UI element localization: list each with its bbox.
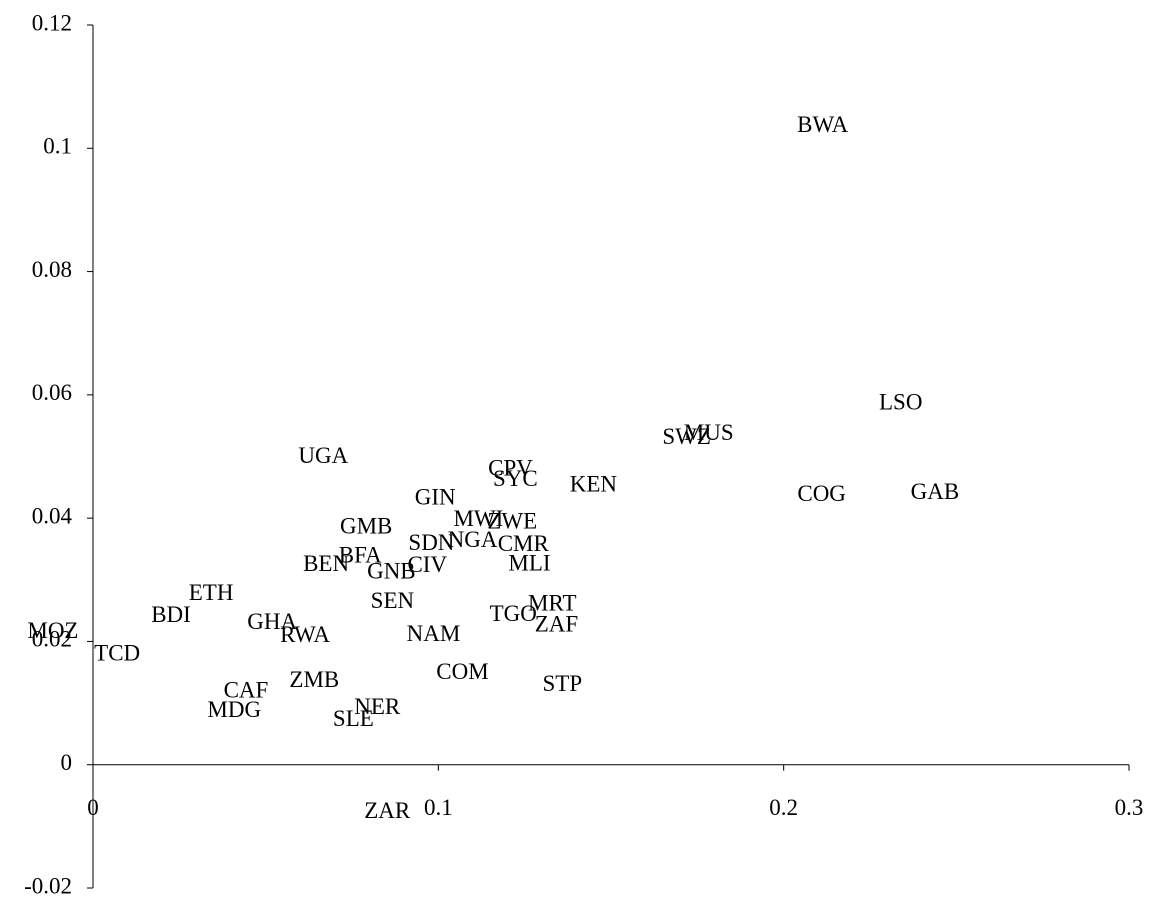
- point-label: MOZ: [27, 618, 78, 643]
- point-label: SWZ: [662, 424, 711, 449]
- point-label: SEN: [371, 588, 415, 613]
- point-label: CIV: [407, 552, 447, 577]
- y-tick-label: -0.02: [24, 873, 72, 898]
- point-label: NGA: [448, 527, 498, 552]
- point-label: MRT: [528, 590, 576, 615]
- point-label: CPV: [488, 455, 533, 480]
- point-label: STP: [542, 671, 582, 696]
- point-label: GIN: [415, 484, 456, 509]
- point-label: COG: [797, 481, 846, 506]
- point-label: CAF: [224, 677, 269, 702]
- point-label: UGA: [298, 443, 348, 468]
- point-label: COM: [436, 659, 488, 684]
- x-tick-label: 0.3: [1115, 795, 1144, 820]
- y-tick-label: 0.04: [32, 503, 73, 528]
- x-tick-label: 0.1: [424, 795, 453, 820]
- y-tick-label: 0.1: [43, 134, 72, 159]
- point-label: NER: [354, 694, 401, 719]
- point-label: GHA: [247, 609, 297, 634]
- point-label: ZMB: [289, 667, 339, 692]
- point-label: CMR: [498, 531, 550, 556]
- point-label: SYC: [493, 466, 538, 491]
- point-label: TCD: [94, 640, 140, 665]
- point-label: BEN: [303, 551, 349, 576]
- point-label: GMB: [340, 513, 392, 538]
- y-tick-label: 0.12: [32, 10, 72, 35]
- point-label: MLI: [508, 550, 550, 575]
- point-label: BDI: [151, 602, 191, 627]
- point-label: MWI: [453, 506, 503, 531]
- point-label: BWA: [797, 112, 849, 137]
- point-label: MDG: [207, 697, 261, 722]
- x-tick-label: 0.2: [769, 795, 798, 820]
- point-label: KEN: [570, 471, 618, 496]
- point-label: ZWE: [487, 508, 537, 533]
- y-tick-label: 0: [61, 750, 73, 775]
- point-label: GAB: [911, 479, 960, 504]
- point-label: LSO: [879, 389, 922, 414]
- point-label: SLE: [333, 706, 374, 731]
- point-label: ZAR: [364, 798, 411, 823]
- point-label: MUS: [684, 420, 734, 445]
- point-label: ZAF: [535, 611, 578, 636]
- y-tick-label: 0.08: [32, 257, 72, 282]
- point-label: BFA: [339, 542, 382, 567]
- x-tick-label: 0: [87, 795, 99, 820]
- y-tick-label: 0.02: [32, 627, 72, 652]
- point-label: NAM: [407, 621, 461, 646]
- y-tick-label: 0.06: [32, 380, 72, 405]
- point-label: RWA: [280, 622, 330, 647]
- point-label: TGO: [490, 601, 537, 626]
- point-label: SDN: [408, 530, 454, 555]
- point-label: ETH: [189, 580, 234, 605]
- point-label: GNB: [367, 558, 416, 583]
